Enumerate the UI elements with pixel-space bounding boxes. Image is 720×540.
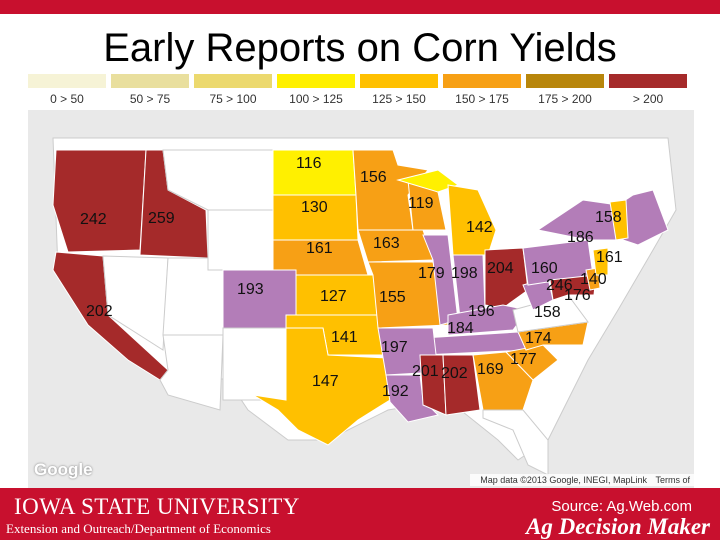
state-yield-label: 177	[510, 351, 537, 368]
legend-swatch	[194, 74, 272, 88]
department-name: Extension and Outreach/Department of Eco…	[6, 521, 271, 536]
state-ohio[interactable]	[484, 247, 529, 309]
legend-label: 75 > 100	[209, 92, 257, 106]
state-alabama[interactable]	[442, 354, 481, 416]
state-colorado[interactable]	[222, 269, 297, 329]
legend-swatch	[28, 74, 106, 88]
state-yield-label: 141	[331, 329, 358, 346]
state-michigan-upper[interactable]	[396, 169, 460, 193]
source-credit: Source: Ag.Web.com	[551, 498, 692, 515]
legend-swatch	[443, 74, 521, 88]
state-yield-label: 242	[80, 211, 107, 228]
state-yield-label: 147	[312, 373, 339, 390]
legend-item: 75 > 100	[194, 74, 272, 110]
footer-bar: IOWA STATE UNIVERSITY Extension and Outr…	[0, 488, 720, 540]
ag-decision-maker-logo: Ag Decision Maker	[526, 514, 710, 539]
state-new-england[interactable]	[617, 189, 669, 246]
legend-item: 100 > 125	[277, 74, 355, 110]
state-louisiana[interactable]	[385, 374, 439, 423]
legend-label: 100 > 125	[289, 92, 343, 106]
state-michigan[interactable]	[447, 184, 497, 256]
state-yield-label: 201	[412, 363, 439, 380]
state-florida[interactable]	[482, 409, 549, 476]
legend-item: 125 > 150	[360, 74, 438, 110]
state-texas[interactable]	[252, 327, 391, 446]
state-yield-label: 158	[534, 304, 561, 321]
legend-item: 0 > 50	[28, 74, 106, 110]
state-yield-label: 197	[381, 339, 408, 356]
state-georgia[interactable]	[472, 351, 534, 411]
terms-link[interactable]: Terms of	[655, 475, 690, 485]
slide-title: Early Reports on Corn Yields	[103, 26, 617, 70]
state-arizona[interactable]	[159, 334, 224, 411]
top-brand-bar	[0, 0, 720, 14]
state-yield-label: 161	[596, 249, 623, 266]
state-yield-label: 174	[525, 330, 552, 347]
state-yield-label: 246	[546, 277, 573, 294]
legend-label: 50 > 75	[129, 92, 171, 106]
state-yield-label: 127	[320, 288, 347, 305]
state-yield-label: 179	[418, 265, 445, 282]
yield-legend: 0 > 50 50 > 75 75 > 100 100 > 125 125 > …	[28, 74, 688, 110]
map-attribution: Map data ©2013 Google, INEGI, MapLink Te…	[470, 474, 694, 486]
legend-label: 150 > 175	[455, 92, 509, 106]
state-yield-label: 161	[306, 240, 333, 257]
state-nevada[interactable]	[102, 255, 169, 351]
state-yield-label: 184	[447, 320, 474, 337]
state-yield-label: 202	[441, 365, 468, 382]
state-yield-label: 196	[468, 303, 495, 320]
university-name: IOWA STATE UNIVERSITY	[14, 494, 300, 519]
state-yield-label: 142	[466, 219, 493, 236]
state-minnesota[interactable]	[352, 149, 429, 231]
state-yield-label: 119	[408, 195, 434, 212]
map-data-credit: Map data ©2013 Google, INEGI, MapLink	[480, 475, 647, 485]
map-svg: 116 156 130 119 142 242 259 161 163 193 …	[52, 137, 677, 476]
state-yield-label: 204	[487, 260, 514, 277]
legend-item: > 200	[609, 74, 687, 110]
legend-label: > 200	[632, 92, 664, 106]
legend-swatch	[360, 74, 438, 88]
legend-label: 0 > 50	[50, 92, 84, 106]
state-yield-label: 202	[86, 303, 113, 320]
state-new-mexico[interactable]	[222, 327, 287, 401]
legend-swatch	[609, 74, 687, 88]
state-yield-label: 130	[301, 199, 328, 216]
state-yield-label: 163	[373, 235, 400, 252]
google-logo: Google	[34, 460, 93, 479]
state-yield-label: 176	[564, 287, 591, 304]
state-yield-label: 169	[477, 361, 504, 378]
state-yield-label: 160	[531, 260, 558, 277]
state-yield-label: 186	[567, 229, 594, 246]
legend-label: 125 > 150	[372, 92, 426, 106]
legend-swatch	[526, 74, 604, 88]
state-yield-label: 116	[296, 155, 322, 172]
state-vermont[interactable]	[609, 199, 629, 241]
legend-item: 150 > 175	[443, 74, 521, 110]
state-new-jersey[interactable]	[592, 247, 609, 276]
state-yield-label: 198	[451, 265, 478, 282]
state-yield-label: 192	[382, 383, 409, 400]
state-washington[interactable]	[52, 149, 147, 253]
state-yield-label: 259	[148, 210, 175, 227]
legend-label: 175 > 200	[538, 92, 592, 106]
state-yield-label: 140	[580, 271, 607, 288]
legend-item: 175 > 200	[526, 74, 604, 110]
us-yield-map[interactable]: 116 156 130 119 142 242 259 161 163 193 …	[28, 110, 694, 488]
state-yield-label: 156	[360, 169, 387, 186]
state-yield-label: 155	[379, 289, 406, 306]
state-yield-label: 158	[595, 209, 622, 226]
state-wyoming[interactable]	[207, 209, 274, 271]
legend-swatch	[277, 74, 355, 88]
state-yield-label: 193	[237, 281, 264, 298]
state-missouri[interactable]	[367, 261, 449, 329]
legend-item: 50 > 75	[111, 74, 189, 110]
state-utah[interactable]	[162, 257, 224, 336]
legend-swatch	[111, 74, 189, 88]
